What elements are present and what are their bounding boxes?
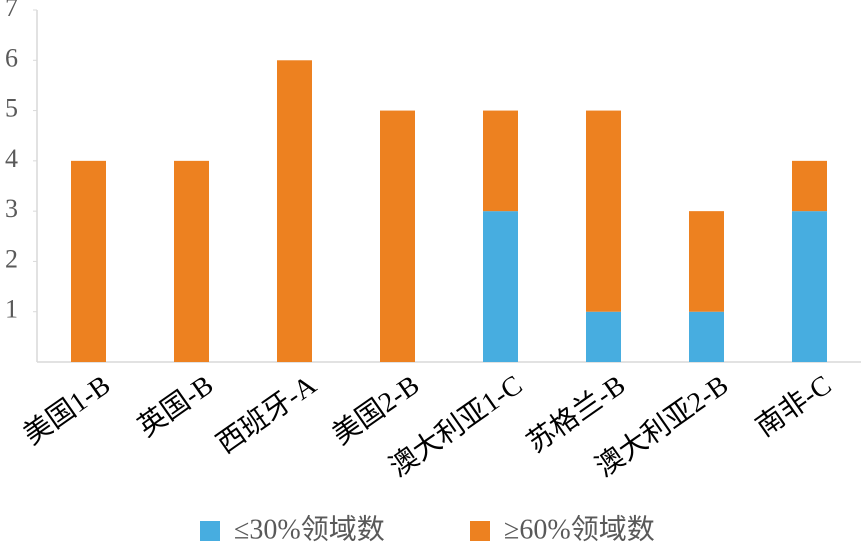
y-tick-label: 2 — [5, 244, 18, 273]
y-tick-label: 3 — [5, 194, 18, 223]
bar-segment — [689, 211, 724, 312]
x-tick-label: 美国1-B — [18, 369, 117, 451]
bar-segment — [71, 160, 106, 362]
bar-segment — [483, 211, 518, 362]
legend-swatch — [200, 521, 220, 541]
bar-segment — [586, 110, 621, 312]
bar-segment — [380, 110, 415, 362]
y-tick-label: 7 — [5, 0, 18, 22]
x-tick-label: 英国-B — [132, 369, 219, 443]
bar-segment — [586, 311, 621, 362]
legend-label: ≤30%领域数 — [234, 513, 385, 545]
x-tick-label: 南非-C — [750, 369, 837, 443]
x-tick-label: 西班牙-A — [211, 368, 323, 460]
y-tick-label: 5 — [5, 94, 18, 123]
y-tick-label: 1 — [5, 295, 18, 324]
bar-segment — [689, 311, 724, 362]
legend-swatch — [470, 521, 490, 541]
bar-segment — [483, 110, 518, 212]
bar-segment — [174, 160, 209, 362]
bar-segment — [792, 160, 827, 212]
bar-segment — [792, 211, 827, 362]
bar-segment — [277, 60, 312, 363]
y-tick-label: 6 — [5, 43, 18, 72]
y-tick-label: 4 — [5, 144, 18, 173]
legend-label: ≥60%领域数 — [504, 513, 655, 545]
